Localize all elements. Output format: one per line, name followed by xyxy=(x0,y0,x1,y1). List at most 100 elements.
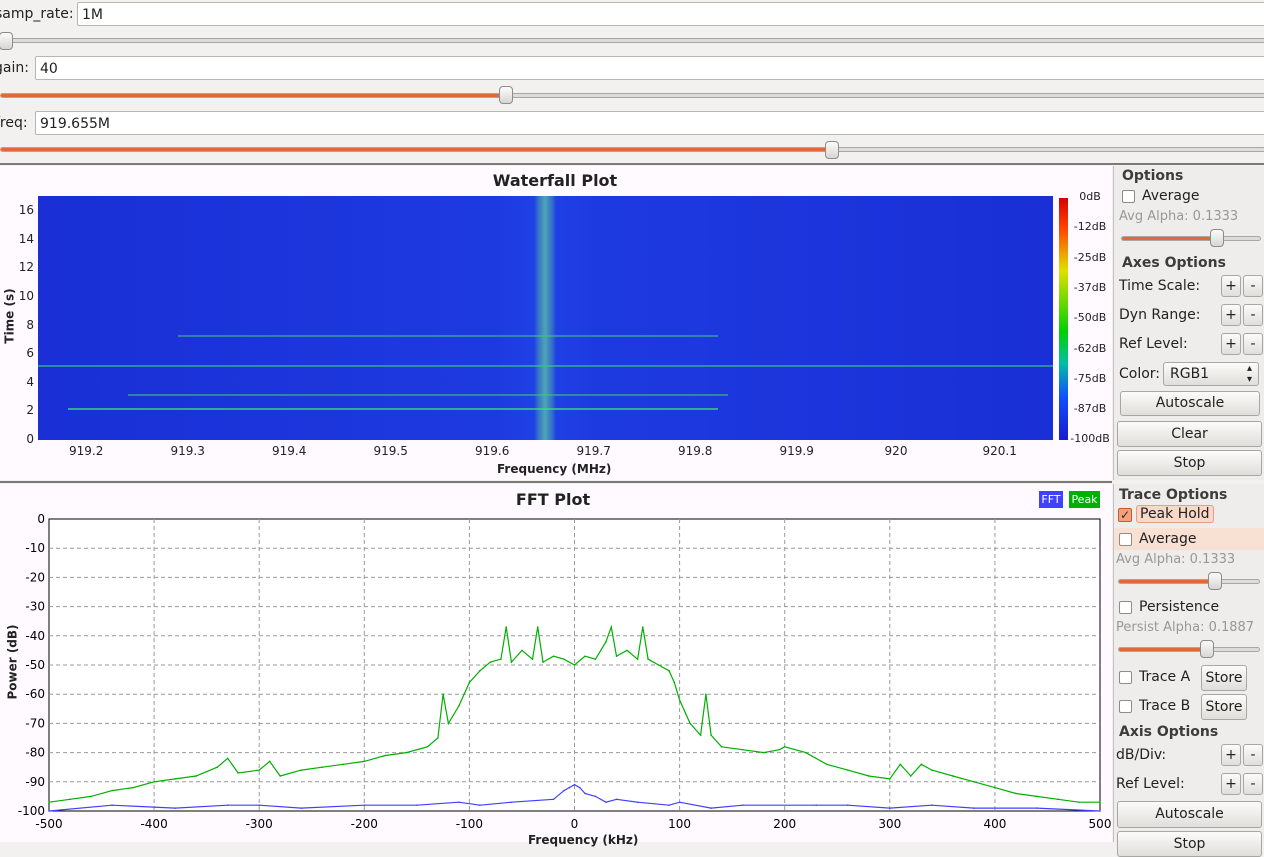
fft-series-peak-point xyxy=(594,658,597,660)
fft-series-peak-point xyxy=(552,655,555,658)
wf-autoscale-button[interactable]: Autoscale xyxy=(1120,391,1260,416)
fft-series-fft-point xyxy=(615,798,618,801)
fft-series-fft-point xyxy=(668,804,670,806)
wf-ref-level-plus-button[interactable]: + xyxy=(1221,333,1241,355)
fft-series-peak-point xyxy=(531,658,534,660)
fft-series-peak-point xyxy=(1099,801,1101,804)
fft-series-fft-point xyxy=(636,801,639,804)
fft-y-tick: -70 xyxy=(25,716,45,730)
fft-series-peak-point xyxy=(153,781,155,783)
wf-avg-alpha-label: Avg Alpha: 0.1333 xyxy=(1119,209,1239,224)
fft-autoscale-button[interactable]: Autoscale xyxy=(1117,801,1262,828)
color-select[interactable]: RGB1 ▴ ▾ xyxy=(1163,362,1259,386)
clear-button[interactable]: Clear xyxy=(1117,421,1262,447)
waterfall-colorbar-label: -50dB xyxy=(1073,311,1107,325)
fft-title: FFT Plot xyxy=(515,490,591,509)
wf-average-label: Average xyxy=(1142,188,1200,204)
fft-series-fft-point xyxy=(416,804,418,806)
waterfall-y-tick: 14 xyxy=(18,231,34,246)
fft-series-peak-point xyxy=(804,751,807,754)
time-scale-label: Time Scale: xyxy=(1119,278,1201,294)
fft-series-peak-point xyxy=(505,626,507,628)
gain-slider[interactable] xyxy=(0,93,1264,98)
dyn-range-plus-button[interactable]: + xyxy=(1221,304,1241,326)
fft-x-tick: -500 xyxy=(35,817,62,831)
fft-series-peak-point xyxy=(321,766,324,768)
fft-series-peak-point xyxy=(174,778,176,780)
waterfall-x-label: Frequency (MHz) xyxy=(497,462,612,476)
fft-series-peak-point xyxy=(584,655,586,658)
db-div-minus-button[interactable]: - xyxy=(1243,744,1263,766)
fft-series-peak-point xyxy=(500,658,502,660)
fft-ref-level-label: Ref Level: xyxy=(1116,776,1185,792)
fft-series-peak-point xyxy=(442,693,444,695)
samp-rate-input[interactable]: 1M xyxy=(77,2,1264,26)
persist-alpha-handle[interactable] xyxy=(1200,640,1214,658)
fft-series-peak-point xyxy=(1036,795,1038,798)
waterfall-canvas[interactable] xyxy=(38,196,1053,440)
fft-series-peak-point xyxy=(1078,801,1080,804)
fft-ref-level-plus-button[interactable]: + xyxy=(1221,773,1241,795)
freq-slider-handle[interactable] xyxy=(825,141,839,159)
fft-series-fft-point xyxy=(458,801,460,804)
freq-slider[interactable] xyxy=(0,147,1264,152)
fft-stop-button[interactable]: Stop xyxy=(1117,831,1262,857)
gain-slider-handle[interactable] xyxy=(499,86,513,104)
wf-ref-level-minus-button[interactable]: - xyxy=(1243,333,1263,355)
fft-chart[interactable]: -500 -400 -300 -200 -100 0 100 200 300 400 500 0 -10… xyxy=(0,484,1112,842)
db-div-label: dB/Div: xyxy=(1116,747,1167,763)
samp-rate-slider[interactable] xyxy=(0,38,1264,43)
fft-series-peak-point xyxy=(783,745,786,748)
fft-ref-level-minus-button[interactable]: - xyxy=(1243,773,1263,795)
fft-series-peak-point xyxy=(468,681,471,684)
persistence-checkbox[interactable] xyxy=(1119,601,1132,614)
peak-hold-checkbox[interactable]: ✓ xyxy=(1118,508,1132,522)
trace-b-store-button[interactable]: Store xyxy=(1201,694,1247,720)
fft-y-tick: -80 xyxy=(25,746,45,760)
persistence-label: Persistence xyxy=(1139,599,1220,615)
fft-series-fft-point xyxy=(678,801,681,804)
gain-slider-fill xyxy=(1,94,507,97)
fft-series-peak-point xyxy=(268,760,271,763)
fft-x-tick: 0 xyxy=(571,817,579,831)
fft-series-peak-point xyxy=(626,649,628,652)
fft-series-peak-point xyxy=(573,664,576,666)
waterfall-y-tick: 0 xyxy=(26,432,34,446)
persist-alpha-slider[interactable] xyxy=(1118,647,1260,652)
time-scale-plus-button[interactable]: + xyxy=(1221,275,1241,297)
waterfall-title: Waterfall Plot xyxy=(492,171,618,190)
wf-avg-alpha-slider[interactable] xyxy=(1121,236,1261,241)
waterfall-y-tick: 10 xyxy=(18,289,34,303)
waterfall-colorbar xyxy=(1059,198,1068,440)
waterfall-x-tick: 919.9 xyxy=(779,444,814,458)
wf-stop-button[interactable]: Stop xyxy=(1117,450,1262,476)
fft-series-peak-point xyxy=(458,705,460,707)
fft-avg-alpha-fill xyxy=(1119,580,1215,583)
trace-a-checkbox[interactable] xyxy=(1119,671,1132,684)
fft-y-tick: 0 xyxy=(37,512,45,526)
fft-series-peak-point xyxy=(542,661,544,663)
gain-label: gain: xyxy=(0,60,29,76)
db-div-plus-button[interactable]: + xyxy=(1221,744,1241,766)
fft-series-fft-point xyxy=(479,804,481,806)
samp-rate-slider-handle[interactable] xyxy=(0,32,13,50)
wf-avg-alpha-handle[interactable] xyxy=(1210,229,1224,247)
fft-series-peak-point xyxy=(899,763,902,766)
trace-b-checkbox[interactable] xyxy=(1119,700,1132,713)
fft-avg-alpha-handle[interactable] xyxy=(1208,572,1222,590)
trace-a-store-button[interactable]: Store xyxy=(1201,665,1247,691)
fft-avg-alpha-slider[interactable] xyxy=(1118,579,1260,584)
dyn-range-minus-button[interactable]: - xyxy=(1243,304,1263,326)
gain-input[interactable]: 40 xyxy=(35,56,1264,80)
fft-average-checkbox[interactable] xyxy=(1119,533,1132,546)
wf-average-checkbox[interactable] xyxy=(1122,190,1135,203)
freq-input[interactable]: 919.655M xyxy=(35,111,1264,135)
fft-series-fft-point xyxy=(931,804,933,806)
trace-options-title: Trace Options xyxy=(1119,487,1228,503)
fft-series-fft-point xyxy=(815,804,818,806)
fft-series-fft-point xyxy=(584,792,586,795)
axis-options-title: Axis Options xyxy=(1119,724,1219,740)
waterfall-y-tick: 16 xyxy=(18,203,34,218)
time-scale-minus-button[interactable]: - xyxy=(1243,275,1263,297)
fft-series-peak-point xyxy=(300,769,303,771)
